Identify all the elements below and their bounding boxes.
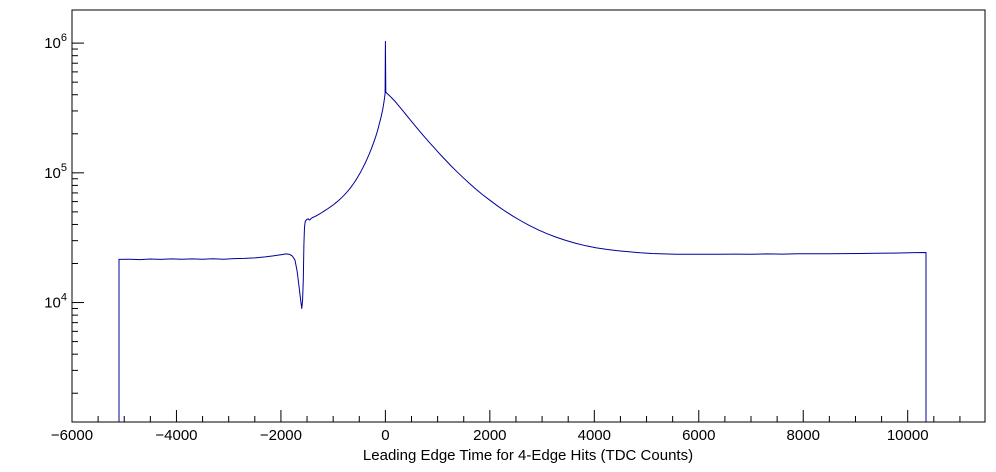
plot-frame bbox=[71, 9, 986, 423]
x-tick-label: 2000 bbox=[473, 427, 506, 444]
x-tick-label: 0 bbox=[381, 427, 389, 444]
x-tick-label: 6000 bbox=[682, 427, 715, 444]
x-tick-label: 4000 bbox=[578, 427, 611, 444]
y-tick-label: 106 bbox=[44, 32, 67, 52]
x-axis-title: Leading Edge Time for 4-Edge Hits (TDC C… bbox=[363, 447, 693, 464]
x-tick-label: −2000 bbox=[260, 427, 302, 444]
x-tick-label: 10000 bbox=[887, 427, 929, 444]
y-tick-label: 104 bbox=[44, 292, 67, 312]
y-tick-label: 105 bbox=[44, 162, 67, 182]
x-tick-label: −4000 bbox=[155, 427, 197, 444]
x-tick-label: 8000 bbox=[787, 427, 820, 444]
x-tick-label: −6000 bbox=[51, 427, 93, 444]
histogram-line bbox=[118, 40, 927, 422]
